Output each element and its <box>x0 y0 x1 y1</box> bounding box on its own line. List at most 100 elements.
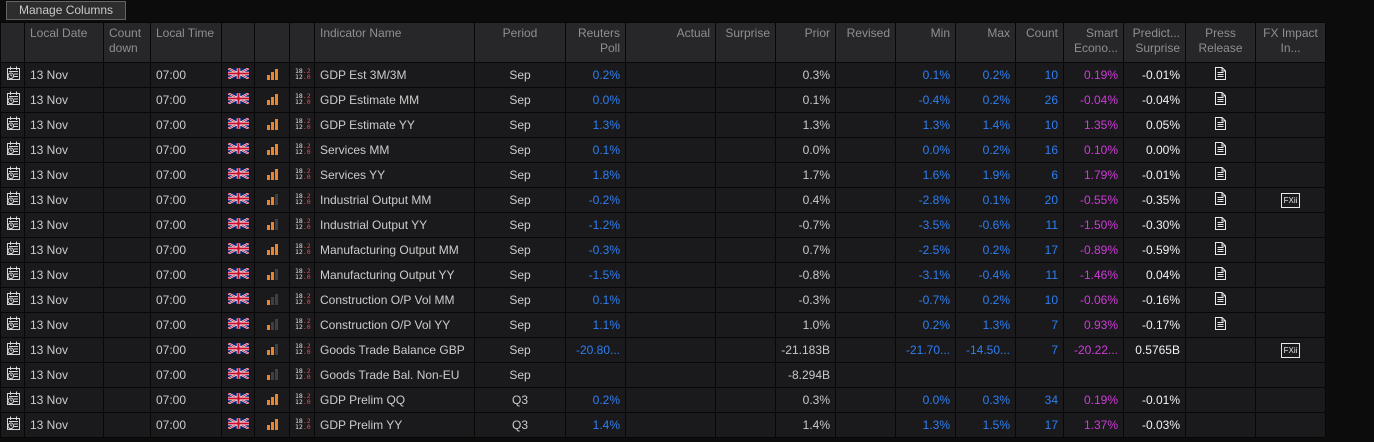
calendar-event-icon[interactable] <box>6 391 21 409</box>
col-header-date[interactable]: Local Date <box>24 22 104 63</box>
col-header-press[interactable]: Press Release <box>1185 22 1256 63</box>
fx-impact-badge[interactable]: FXii <box>1280 193 1301 208</box>
cell-revised <box>835 112 896 138</box>
cell-countdown <box>103 87 151 113</box>
cell-event[interactable] <box>0 212 25 238</box>
cell-event[interactable] <box>0 387 25 413</box>
table-row[interactable]: 13 Nov 07:00 18.2 12.0 Construction O/P Vol… <box>0 287 1326 313</box>
cell-event[interactable] <box>0 137 25 163</box>
col-header-min[interactable]: Min <box>895 22 956 63</box>
cell-fx[interactable]: FXii <box>1255 337 1326 363</box>
press-release-doc-icon[interactable] <box>1214 167 1227 184</box>
table-row[interactable]: 13 Nov 07:00 18.2 12.0 Industrial Output MM… <box>0 187 1326 213</box>
cell-event[interactable] <box>0 112 25 138</box>
table-row[interactable]: 13 Nov 07:00 18.2 12.0 Industrial Output YY… <box>0 212 1326 238</box>
cell-press[interactable] <box>1185 87 1256 113</box>
col-header-revised[interactable]: Revised <box>835 22 896 63</box>
cell-event[interactable] <box>0 337 25 363</box>
press-release-doc-icon[interactable] <box>1214 267 1227 284</box>
calendar-event-icon[interactable] <box>6 341 21 359</box>
col-header-time[interactable]: Local Time <box>150 22 222 63</box>
press-release-doc-icon[interactable] <box>1214 192 1227 209</box>
calendar-event-icon[interactable] <box>6 416 21 434</box>
cell-press[interactable] <box>1185 162 1256 188</box>
press-release-doc-icon[interactable] <box>1214 217 1227 234</box>
manage-columns-button[interactable]: Manage Columns <box>6 1 127 20</box>
fx-impact-badge[interactable]: FXii <box>1280 343 1301 358</box>
press-release-doc-icon[interactable] <box>1214 92 1227 109</box>
calendar-event-icon[interactable] <box>6 316 21 334</box>
cell-press[interactable] <box>1185 212 1256 238</box>
cell-date: 13 Nov <box>24 287 104 313</box>
col-header-count[interactable]: Count <box>1015 22 1064 63</box>
table-row[interactable]: 13 Nov 07:00 18.2 12.0 Services YY Sep 1.8% 1.… <box>0 162 1326 188</box>
press-release-doc-icon[interactable] <box>1214 242 1227 259</box>
press-release-doc-icon[interactable] <box>1214 67 1227 84</box>
cell-press[interactable] <box>1185 187 1256 213</box>
press-release-doc-icon[interactable] <box>1214 317 1227 334</box>
table-row[interactable]: 13 Nov 07:00 18.2 12.0 GDP Estimate MM Sep 0.… <box>0 87 1326 113</box>
press-release-doc-icon[interactable] <box>1214 142 1227 159</box>
cell-event[interactable] <box>0 362 25 388</box>
cell-event[interactable] <box>0 187 25 213</box>
cell-press[interactable] <box>1185 62 1256 88</box>
calendar-event-icon[interactable] <box>6 241 21 259</box>
cell-press[interactable] <box>1185 287 1256 313</box>
press-release-doc-icon[interactable] <box>1214 292 1227 309</box>
cell-event[interactable] <box>0 262 25 288</box>
calendar-event-icon[interactable] <box>6 266 21 284</box>
cell-press[interactable] <box>1185 137 1256 163</box>
cell-event[interactable] <box>0 162 25 188</box>
cell-press[interactable] <box>1185 262 1256 288</box>
calendar-event-icon[interactable] <box>6 366 21 384</box>
col-header-countdown[interactable]: Count down <box>103 22 151 63</box>
cell-event[interactable] <box>0 237 25 263</box>
table-row[interactable]: 13 Nov 07:00 18.2 12.0 GDP Est 3M/3M Sep 0.2%… <box>0 62 1326 88</box>
table-row[interactable]: 13 Nov 07:00 18.2 12.0 Goods Trade Bal. Non… <box>0 362 1326 388</box>
cell-press[interactable] <box>1185 312 1256 338</box>
cell-event[interactable] <box>0 312 25 338</box>
uk-flag-icon <box>227 292 249 307</box>
col-header-name[interactable]: Indicator Name <box>314 22 475 63</box>
table-row[interactable]: 13 Nov 07:00 18.2 12.0 Construction O/P Vol… <box>0 312 1326 338</box>
cell-event[interactable] <box>0 62 25 88</box>
cell-surprise <box>715 187 776 213</box>
col-header-event[interactable] <box>0 22 25 63</box>
calendar-event-icon[interactable] <box>6 116 21 134</box>
calendar-event-icon[interactable] <box>6 166 21 184</box>
table-row[interactable]: 13 Nov 07:00 18.2 12.0 GDP Prelim YY Q3 1.4% 1… <box>0 412 1326 438</box>
calendar-event-icon[interactable] <box>6 91 21 109</box>
calendar-event-icon[interactable] <box>6 191 21 209</box>
table-row[interactable]: 13 Nov 07:00 18.2 12.0 GDP Estimate YY Sep 1.… <box>0 112 1326 138</box>
calendar-event-icon[interactable] <box>6 141 21 159</box>
col-header-max[interactable]: Max <box>955 22 1016 63</box>
table-row[interactable]: 13 Nov 07:00 18.2 12.0 Goods Trade Balance … <box>0 337 1326 363</box>
col-header-period[interactable]: Period <box>474 22 566 63</box>
col-header-prior[interactable]: Prior <box>775 22 836 63</box>
cell-press[interactable] <box>1185 112 1256 138</box>
calendar-event-icon[interactable] <box>6 66 21 84</box>
col-header-poll[interactable]: Reuters Poll <box>565 22 626 63</box>
press-release-doc-icon[interactable] <box>1214 117 1227 134</box>
table-row[interactable]: 13 Nov 07:00 18.2 12.0 Manufacturing Output… <box>0 262 1326 288</box>
col-header-actual[interactable]: Actual <box>625 22 716 63</box>
table-row[interactable]: 13 Nov 07:00 18.2 12.0 GDP Prelim QQ Q3 0.2% 0… <box>0 387 1326 413</box>
cell-fx[interactable]: FXii <box>1255 187 1326 213</box>
cell-event[interactable] <box>0 412 25 438</box>
col-header-flag[interactable] <box>221 22 255 63</box>
col-header-predict[interactable]: Predict... Surprise <box>1123 22 1186 63</box>
col-header-fx[interactable]: FX Impact In... <box>1255 22 1326 63</box>
cell-press[interactable] <box>1185 237 1256 263</box>
cell-event[interactable] <box>0 287 25 313</box>
col-header-surprise[interactable]: Surprise <box>715 22 776 63</box>
cell-event[interactable] <box>0 87 25 113</box>
col-header-importance[interactable] <box>254 22 290 63</box>
col-header-numicon[interactable] <box>289 22 315 63</box>
col-header-smart[interactable]: Smart Econo... <box>1063 22 1124 63</box>
cell-numicon: 18.2 12.0 <box>289 112 315 138</box>
table-row[interactable]: 13 Nov 07:00 18.2 12.0 Manufacturing Output… <box>0 237 1326 263</box>
calendar-event-icon[interactable] <box>6 291 21 309</box>
cell-surprise <box>715 237 776 263</box>
table-row[interactable]: 13 Nov 07:00 18.2 12.0 Services MM Sep 0.1% 0.… <box>0 137 1326 163</box>
calendar-event-icon[interactable] <box>6 216 21 234</box>
